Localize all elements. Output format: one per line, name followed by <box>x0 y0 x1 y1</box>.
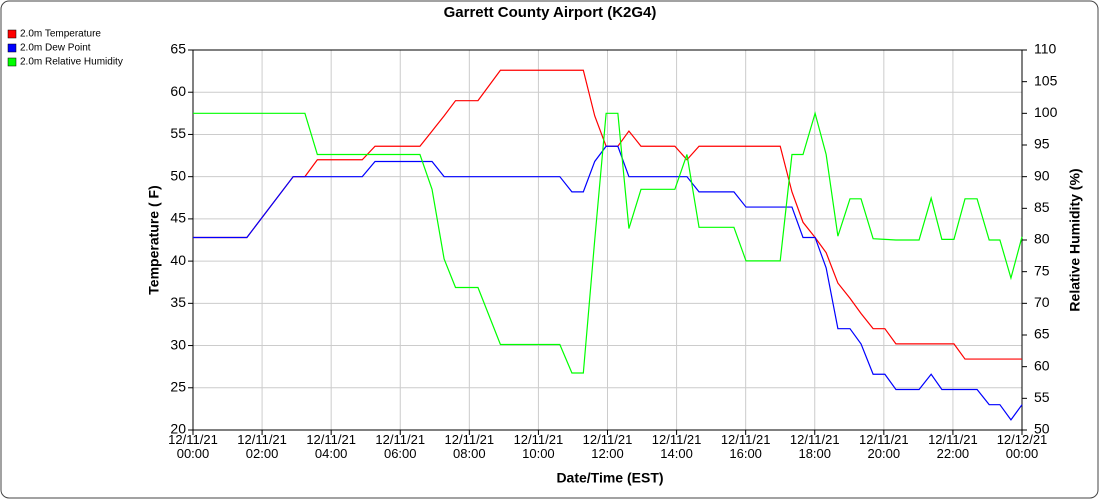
legend-label: 2.0m Temperature <box>20 29 101 40</box>
y2-tick-label: 60 <box>1034 357 1050 373</box>
x-tick-label: 12/11/21 12:00 <box>582 432 633 461</box>
y2-tick-label: 95 <box>1034 136 1050 152</box>
y-tick-label: 30 <box>170 336 186 352</box>
y2-tick-label: 75 <box>1034 262 1050 278</box>
x-tick-label: 12/11/21 14:00 <box>651 432 702 461</box>
x-tick-label: 12/12/21 00:00 <box>996 432 1048 461</box>
y2-tick-label: 105 <box>1034 72 1058 88</box>
plot-frame <box>192 49 1023 431</box>
x-axis-label: Date/Time (EST) <box>556 470 663 486</box>
y-tick-label: 35 <box>170 294 186 310</box>
y2-tick-label: 90 <box>1034 167 1050 183</box>
y-tick-label: 45 <box>170 210 186 226</box>
x-tick-label: 12/11/21 00:00 <box>168 432 218 461</box>
legend-swatch <box>7 29 17 39</box>
y2-tick-label: 80 <box>1034 231 1050 247</box>
y-tick-label: 55 <box>170 125 186 141</box>
y-tick-label: 60 <box>170 83 186 99</box>
x-tick-label: 12/11/21 18:00 <box>789 432 840 461</box>
y2-axis-label: Relative Humidity (%) <box>1067 168 1083 311</box>
legend-swatch <box>7 43 17 53</box>
y-tick-label: 50 <box>170 167 186 183</box>
x-tick-label: 12/11/21 06:00 <box>375 432 426 461</box>
y2-tick-label: 110 <box>1034 41 1057 57</box>
x-tick-label: 12/11/21 10:00 <box>513 432 564 461</box>
data-line <box>193 145 1023 421</box>
y-tick-label: 20 <box>170 421 186 437</box>
x-tick-label: 12/11/21 04:00 <box>306 432 356 461</box>
x-tick-label: 12/11/21 16:00 <box>720 432 771 461</box>
y-tick-label: 65 <box>170 41 186 57</box>
x-tick-label: 12/11/21 08:00 <box>444 432 495 461</box>
x-tick-label: 12/11/21 20:00 <box>859 432 909 461</box>
x-tick-label: 12/11/21 02:00 <box>237 432 287 461</box>
legend-label: 2.0m Relative Humidity <box>20 57 123 68</box>
legend-label: 2.0m Dew Point <box>20 43 91 54</box>
y-tick-label: 40 <box>170 252 186 268</box>
x-tick-label: 12/11/21 22:00 <box>928 432 978 461</box>
y2-tick-label: 70 <box>1034 294 1050 310</box>
y-axis-label: Temperature ( F) <box>146 185 162 294</box>
y2-tick-label: 65 <box>1034 326 1050 342</box>
data-line <box>193 69 1022 360</box>
y2-tick-label: 85 <box>1034 199 1050 215</box>
y2-tick-label: 100 <box>1034 104 1058 120</box>
y2-tick-label: 50 <box>1034 421 1050 437</box>
legend-swatch <box>7 57 17 67</box>
data-line <box>193 111 1023 374</box>
chart-title: Garrett County Airport (K2G4) <box>444 4 657 21</box>
y2-tick-label: 55 <box>1034 389 1050 405</box>
y-tick-label: 25 <box>170 378 186 394</box>
